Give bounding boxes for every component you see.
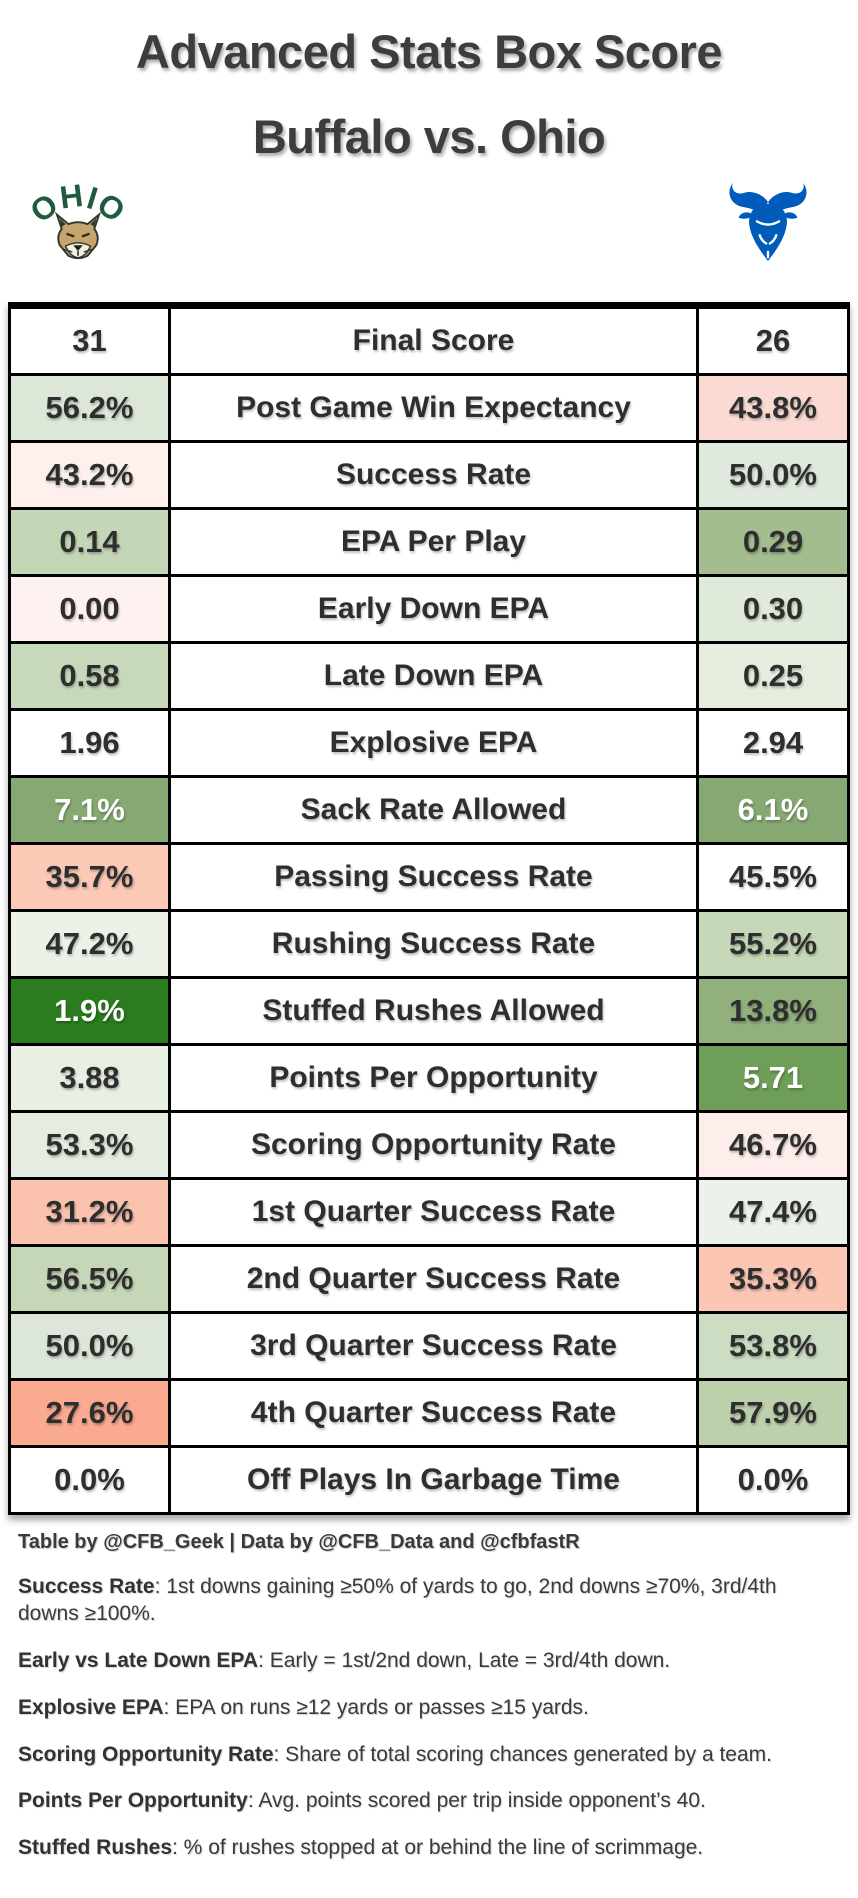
page-title: Advanced Stats Box Score [135, 25, 723, 78]
buffalo-value-cell: 53.8% [696, 1311, 850, 1381]
metric-cell: Success Rate [168, 440, 699, 510]
metric-cell: Late Down EPA [168, 641, 699, 711]
ohio-value-cell: 31 [8, 304, 171, 376]
metric-cell: 1st Quarter Success Rate [168, 1177, 699, 1247]
metric-cell: EPA Per Play [168, 507, 699, 577]
buffalo-value-cell: 35.3% [696, 1244, 850, 1314]
ohio-value-cell: 1.9% [8, 976, 171, 1046]
table-row: 56.5% 2nd Quarter Success Rate 35.3% [8, 1244, 850, 1314]
buffalo-value-cell: 50.0% [696, 440, 850, 510]
stat-definition: Explosive EPA: EPA on runs ≥12 yards or … [18, 1695, 589, 1719]
stat-definition: Stuffed Rushes: % of rushes stopped at o… [18, 1836, 704, 1860]
stat-definition: Success Rate: 1st downs gaining ≥50% of … [18, 1575, 777, 1625]
credit-line: Table by @CFB_Geek | Data by @CFB_Data a… [18, 1531, 580, 1553]
ohio-bobcats-logo: OHIO [30, 180, 126, 260]
buffalo-bulls-logo [729, 182, 807, 261]
ohio-value-cell: 47.2% [8, 909, 171, 979]
table-row: 27.6% 4th Quarter Success Rate 57.9% [8, 1378, 850, 1448]
buffalo-value-cell: 43.8% [696, 373, 850, 443]
table-row: 56.2% Post Game Win Expectancy 43.8% [8, 373, 850, 443]
table-row: 43.2% Success Rate 50.0% [8, 440, 850, 510]
table-row: 0.00 Early Down EPA 0.30 [8, 574, 850, 644]
stat-definition: Early vs Late Down EPA: Early = 1st/2nd … [18, 1648, 671, 1672]
metric-cell: Sack Rate Allowed [168, 775, 699, 845]
table-row: 47.2% Rushing Success Rate 55.2% [8, 909, 850, 979]
table-row: 7.1% Sack Rate Allowed 6.1% [8, 775, 850, 845]
ohio-value-cell: 31.2% [8, 1177, 171, 1247]
buffalo-value-cell: 6.1% [696, 775, 850, 845]
metric-cell: 2nd Quarter Success Rate [168, 1244, 699, 1314]
table-row: 0.14 EPA Per Play 0.29 [8, 507, 850, 577]
metric-cell: Passing Success Rate [168, 842, 699, 912]
metric-cell: Points Per Opportunity [168, 1043, 699, 1113]
ohio-value-cell: 1.96 [8, 708, 171, 778]
metric-cell: Scoring Opportunity Rate [168, 1110, 699, 1180]
team-logos-row: OHIO [0, 164, 858, 274]
ohio-value-cell: 0.58 [8, 641, 171, 711]
metric-cell: Final Score [168, 304, 699, 376]
table-row: 0.58 Late Down EPA 0.25 [8, 641, 850, 711]
ohio-value-cell: 56.2% [8, 373, 171, 443]
buffalo-value-cell: 5.71 [696, 1043, 850, 1113]
ohio-value-cell: 35.7% [8, 842, 171, 912]
buffalo-value-cell: 13.8% [696, 976, 850, 1046]
advanced-stats-table: 31 Final Score 26 56.2% Post Game Win Expect… [8, 302, 850, 1515]
ohio-value-cell: 7.1% [8, 775, 171, 845]
stat-definition: Points Per Opportunity: Avg. points scor… [18, 1789, 706, 1813]
buffalo-value-cell: 45.5% [696, 842, 850, 912]
ohio-value-cell: 53.3% [8, 1110, 171, 1180]
matchup-subtitle: Buffalo vs. Ohio [252, 110, 606, 163]
ohio-value-cell: 27.6% [8, 1378, 171, 1448]
stat-definitions: Success Rate: 1st downs gaining ≥50% of … [18, 1574, 838, 1862]
buffalo-value-cell: 0.29 [696, 507, 850, 577]
ohio-value-cell: 0.00 [8, 574, 171, 644]
buffalo-value-cell: 26 [696, 304, 850, 376]
buffalo-value-cell: 0.0% [696, 1445, 850, 1515]
metric-cell: Post Game Win Expectancy [168, 373, 699, 443]
ohio-value-cell: 50.0% [8, 1311, 171, 1381]
metric-cell: Off Plays In Garbage Time [168, 1445, 699, 1515]
buffalo-value-cell: 55.2% [696, 909, 850, 979]
metric-cell: Early Down EPA [168, 574, 699, 644]
ohio-value-cell: 0.0% [8, 1445, 171, 1515]
stat-definition: Scoring Opportunity Rate: Share of total… [18, 1742, 772, 1766]
ohio-value-cell: 43.2% [8, 440, 171, 510]
table-row: 35.7% Passing Success Rate 45.5% [8, 842, 850, 912]
table-row: 1.96 Explosive EPA 2.94 [8, 708, 850, 778]
buffalo-value-cell: 46.7% [696, 1110, 850, 1180]
metric-cell: Stuffed Rushes Allowed [168, 976, 699, 1046]
table-row: 31.2% 1st Quarter Success Rate 47.4% [8, 1177, 850, 1247]
ohio-value-cell: 3.88 [8, 1043, 171, 1113]
ohio-value-cell: 56.5% [8, 1244, 171, 1314]
metric-cell: 4th Quarter Success Rate [168, 1378, 699, 1448]
metric-cell: Rushing Success Rate [168, 909, 699, 979]
buffalo-value-cell: 0.30 [696, 574, 850, 644]
table-row: 53.3% Scoring Opportunity Rate 46.7% [8, 1110, 850, 1180]
table-row: 50.0% 3rd Quarter Success Rate 53.8% [8, 1311, 850, 1381]
table-row: 3.88 Points Per Opportunity 5.71 [8, 1043, 850, 1113]
table-row: 0.0% Off Plays In Garbage Time 0.0% [8, 1445, 850, 1515]
ohio-value-cell: 0.14 [8, 507, 171, 577]
footnotes-section: Table by @CFB_Geek | Data by @CFB_Data a… [0, 1515, 858, 1862]
buffalo-value-cell: 0.25 [696, 641, 850, 711]
table-row: 31 Final Score 26 [8, 304, 850, 376]
metric-cell: 3rd Quarter Success Rate [168, 1311, 699, 1381]
buffalo-value-cell: 47.4% [696, 1177, 850, 1247]
table-row: 1.9% Stuffed Rushes Allowed 13.8% [8, 976, 850, 1046]
metric-cell: Explosive EPA [168, 708, 699, 778]
buffalo-value-cell: 2.94 [696, 708, 850, 778]
buffalo-value-cell: 57.9% [696, 1378, 850, 1448]
